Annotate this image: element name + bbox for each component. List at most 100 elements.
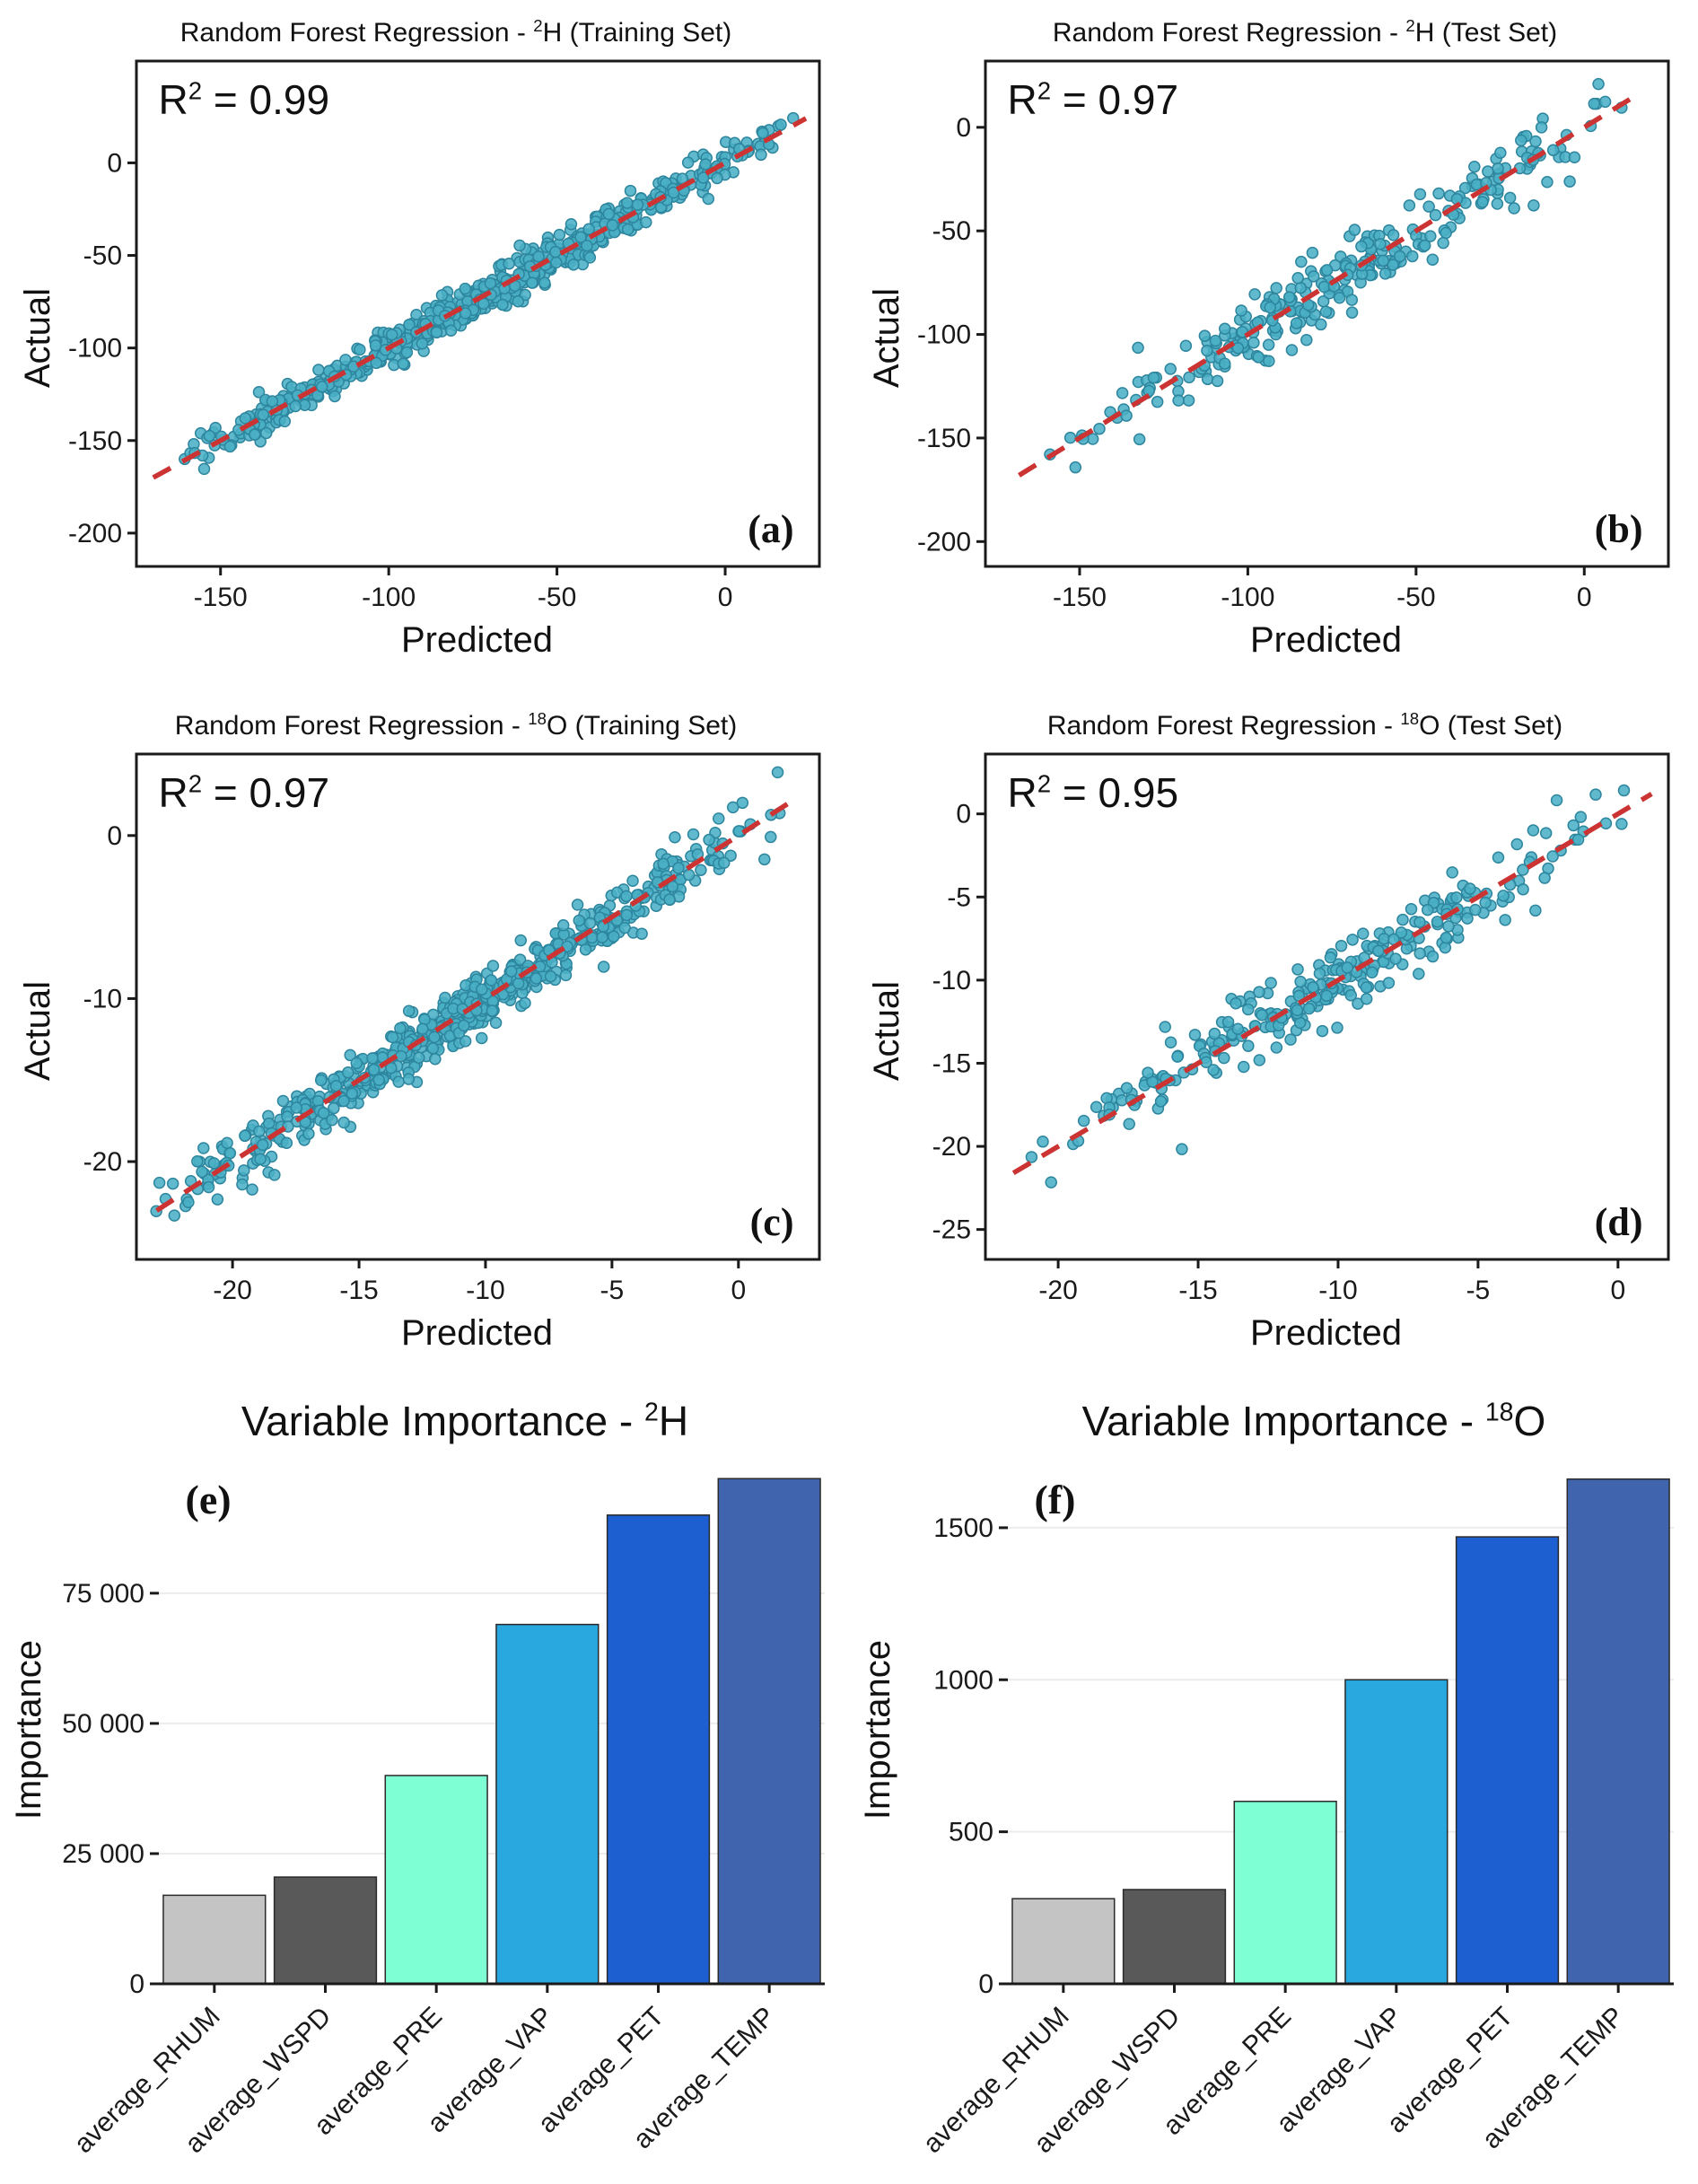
svg-text:-150: -150 [67,426,121,456]
svg-text:0: 0 [107,821,122,851]
svg-text:-10: -10 [1318,1276,1357,1305]
y-axis-label: Actual [17,981,57,1082]
panel-letter: (f) [1034,1477,1076,1522]
svg-text:-15: -15 [339,1276,378,1305]
svg-text:1500: 1500 [933,1513,993,1543]
svg-text:75 000: 75 000 [62,1579,144,1609]
svg-text:0: 0 [717,583,732,612]
svg-text:-200: -200 [916,527,970,557]
r-squared-annotation: R2 = 0.97 [159,768,330,817]
r2-value: = 0.99 [202,76,330,123]
panel-d: Random Forest Regression - 18O (Test Set… [849,693,1698,1386]
bar-chart-e: 0 25 000 50 000 75 000 average_RHUMaverage_W… [62,1478,825,2159]
bar-average_TEMP [717,1478,821,1985]
svg-text:-25: -25 [932,1215,970,1245]
svg-text:-10: -10 [466,1276,504,1305]
svg-text:500: 500 [948,1818,993,1847]
isotope-element: O [546,711,568,741]
title-text: Random Forest Regression - [1052,18,1406,48]
svg-text:0: 0 [956,113,971,143]
svg-text:25 000: 25 000 [62,1839,144,1869]
r2-superscript: 2 [1037,76,1052,105]
svg-text:-50: -50 [83,241,121,271]
scatter-plot-d: -20 -15 -10 -5 0 0 -5 -10 -15 -20 -25 [932,752,1669,1305]
title-text: (Test Set) [1434,18,1558,48]
isotope-superscript: 18 [1484,1398,1514,1427]
y-axis-label: Actual [866,981,906,1082]
bar-average_PET [606,1514,710,1985]
svg-text:-150: -150 [193,583,247,612]
bar-average_RHUM [162,1894,266,1985]
r2-superscript: 2 [1037,769,1052,798]
panel-letter: (d) [1594,1200,1643,1244]
panel-c-title: Random Forest Regression - 18O (Training… [175,709,737,741]
r2-superscript: 2 [188,769,203,798]
axis-ticks: 0 25 000 50 000 75 000 [62,1579,159,1999]
panel-e-title: Variable Importance - 2H [241,1397,688,1445]
r2-value: = 0.97 [202,769,330,816]
title-text: Random Forest Regression - [179,18,534,48]
scatter-plot-b: -150 -100 -50 0 0 -50 -100 -150 -200 [916,59,1669,612]
isotope-element: H [1414,18,1435,48]
title-text: (Training Set) [562,18,732,48]
isotope-element: O [1419,711,1440,741]
svg-text:-20: -20 [1038,1276,1077,1305]
svg-text:0: 0 [129,1969,144,1999]
r2-text: R [1007,76,1037,123]
svg-text:-10: -10 [83,984,121,1013]
title-text: (Test Set) [1440,711,1563,741]
r-squared-annotation: R2 = 0.97 [1008,75,1179,124]
panel-a-title: Random Forest Regression - 2H (Training … [180,16,731,48]
svg-text:-15: -15 [932,1048,970,1078]
panel-d-title: Random Forest Regression - 18O (Test Set… [1047,709,1562,741]
axis-ticks: -20 -15 -10 -5 0 0 -10 -20 [83,821,746,1305]
bar-average_TEMP [1566,1478,1670,1985]
y-axis-label: Actual [17,288,57,389]
svg-text:0: 0 [731,1276,746,1305]
r-squared-annotation: R2 = 0.95 [1008,768,1179,817]
scatter-plot-a: -150 -100 -50 0 0 -50 -100 -150 -200 [67,59,820,612]
panel-letter: (b) [1594,507,1643,551]
svg-text:0: 0 [978,1969,993,1999]
panel-c: Random Forest Regression - 18O (Training… [0,693,849,1386]
identity-line [151,116,807,480]
title-text: Variable Importance - [1081,1398,1485,1444]
svg-text:-5: -5 [1466,1276,1490,1305]
svg-text:-150: -150 [1052,583,1106,612]
y-axis-label: Actual [866,288,906,389]
isotope-superscript: 2 [644,1398,659,1427]
plot-border [984,752,1669,1261]
bar-average_RHUM [1011,1898,1115,1985]
svg-text:1000: 1000 [933,1665,993,1695]
isotope-superscript: 2 [1405,16,1415,35]
title-text: Random Forest Regression - [174,711,529,741]
panel-b-title: Random Forest Regression - 2H (Test Set) [1053,16,1557,48]
bar-chart-f: 0 500 1000 1500 average_RHUMaverage_WSPDaver… [917,1478,1674,2159]
isotope-element: H [542,18,563,48]
r2-value: = 0.97 [1051,76,1179,123]
svg-text:-20: -20 [932,1132,970,1162]
bar-average_WSPD [1122,1889,1226,1985]
panel-letter: (c) [749,1200,794,1244]
svg-text:0: 0 [1576,583,1591,612]
x-axis-label: Predicted [401,1313,553,1353]
svg-text:-100: -100 [1221,583,1274,612]
x-axis-label: Predicted [1250,620,1402,660]
isotope-element: H [658,1398,689,1444]
panel-b: Random Forest Regression - 2H (Test Set)… [849,0,1698,693]
isotope-superscript: 18 [528,709,547,728]
svg-text:-50: -50 [932,216,970,246]
panel-a: Random Forest Regression - 2H (Training … [0,0,849,693]
svg-text:-100: -100 [916,320,970,350]
panel-f-title: Variable Importance - 18O [1082,1397,1546,1445]
title-text: Variable Importance - [241,1398,645,1444]
identity-line [1017,92,1640,478]
isotope-element: O [1513,1398,1546,1444]
bars [162,1478,821,1985]
svg-text:-15: -15 [1178,1276,1217,1305]
svg-text:0: 0 [956,800,971,829]
category-labels: average_RHUMaverage_WSPDaverage_PREavera… [68,1984,781,2159]
r-squared-annotation: R2 = 0.99 [159,75,330,124]
svg-text:-50: -50 [537,583,575,612]
